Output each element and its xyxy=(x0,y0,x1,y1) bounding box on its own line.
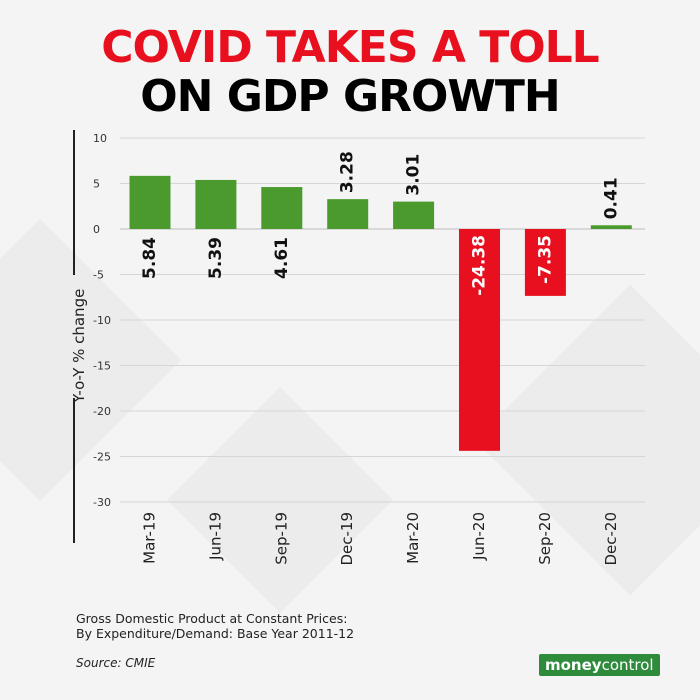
title-line-1: COVID TAKES A TOLL xyxy=(101,22,599,73)
x-tick-label: Sep-19 xyxy=(272,512,290,565)
x-tick-label: Dec-19 xyxy=(338,512,356,566)
data-label: -24.38 xyxy=(470,235,490,296)
footnote: Gross Domestic Product at Constant Price… xyxy=(76,611,354,641)
moneycontrol-logo: moneycontrol xyxy=(539,654,660,676)
y-tick-label: -5 xyxy=(93,269,104,282)
y-tick-label: -20 xyxy=(93,405,111,418)
y-tick-label: -10 xyxy=(93,314,111,327)
bar xyxy=(459,229,500,451)
data-label: 4.61 xyxy=(272,237,292,279)
bar xyxy=(590,225,632,229)
bar xyxy=(327,199,369,229)
bar xyxy=(195,179,237,229)
y-axis-label-line-top xyxy=(73,130,75,275)
footnote-line-2: By Expenditure/Demand: Base Year 2011-12 xyxy=(76,626,355,641)
x-tick-label: Mar-19 xyxy=(141,512,159,564)
bar xyxy=(524,229,566,296)
brand-part-1: money xyxy=(545,656,602,674)
y-axis-label-line-bottom xyxy=(73,398,75,543)
bar xyxy=(129,175,171,229)
y-tick-label: -30 xyxy=(93,496,111,509)
y-tick-label: 10 xyxy=(93,132,107,145)
data-label: 5.84 xyxy=(140,237,160,279)
data-label: -7.35 xyxy=(535,235,555,284)
data-label: 5.39 xyxy=(206,237,226,279)
y-axis-label: Y-o-Y % change xyxy=(70,288,88,403)
data-label: 3.01 xyxy=(404,154,424,196)
data-label: 3.28 xyxy=(338,151,358,193)
x-tick-label: Dec-20 xyxy=(602,512,620,566)
x-tick-label: Mar-20 xyxy=(404,512,422,564)
y-tick-label: 0 xyxy=(93,223,100,236)
bar xyxy=(393,201,435,229)
y-tick-label: -15 xyxy=(93,360,111,373)
brand-part-2: control xyxy=(601,656,654,674)
data-label: 0.41 xyxy=(601,177,621,219)
y-tick-label: -25 xyxy=(93,451,111,464)
source-note: Source: CMIE xyxy=(76,656,156,670)
x-tick-label: Sep-20 xyxy=(536,512,554,565)
x-tick-label: Jun-20 xyxy=(470,512,488,561)
footnote-line-1: Gross Domestic Product at Constant Price… xyxy=(76,611,348,626)
title-line-2: ON GDP GROWTH xyxy=(140,71,561,122)
x-tick-label: Jun-19 xyxy=(206,512,224,561)
bar xyxy=(261,187,303,229)
y-tick-label: 5 xyxy=(93,178,100,191)
